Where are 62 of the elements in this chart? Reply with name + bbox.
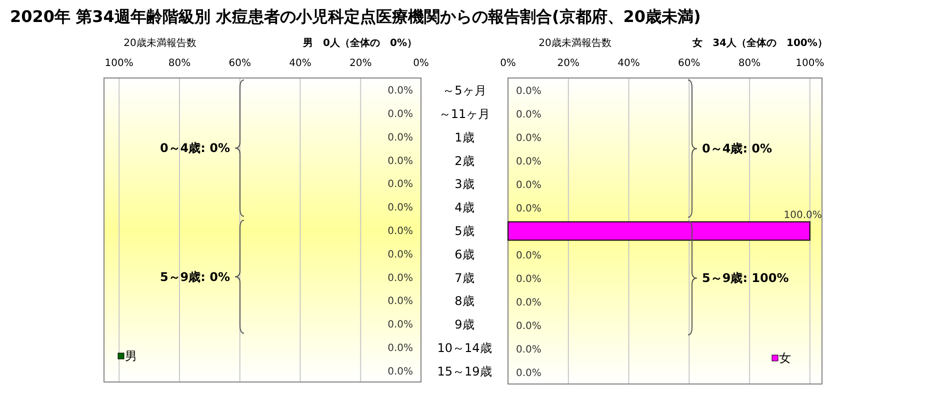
y-tick-label: 8歳 bbox=[454, 294, 474, 308]
text: 20歳未満報告数 bbox=[538, 37, 612, 49]
x-tick-label: 40% bbox=[618, 58, 640, 69]
y-tick-label: 2歳 bbox=[454, 154, 474, 168]
data-label: 0.0% bbox=[516, 86, 542, 97]
data-label: 0.0% bbox=[516, 109, 542, 120]
data-label: 0.0% bbox=[388, 109, 413, 120]
data-label: 0.0% bbox=[516, 368, 542, 380]
y-tick-label: 1歳 bbox=[454, 130, 474, 144]
data-label: 0.0% bbox=[516, 274, 542, 286]
data-label: 0.0% bbox=[388, 366, 413, 378]
data-label: 0.0% bbox=[388, 202, 413, 214]
x-tick-label: 60% bbox=[678, 58, 700, 69]
y-tick-label: 6歳 bbox=[454, 247, 474, 262]
y-tick-label: 10～14歳 bbox=[437, 340, 492, 355]
y-tick-label: 4歳 bbox=[454, 200, 474, 215]
x-tick-label: 100% bbox=[796, 58, 824, 69]
data-label: 0.0% bbox=[388, 179, 413, 190]
data-label: 0.0% bbox=[516, 156, 542, 168]
data-label: 0.0% bbox=[388, 320, 413, 331]
legend-label: 男 bbox=[125, 349, 137, 363]
data-label: 0.0% bbox=[388, 272, 413, 284]
y-tick-label: ～5ヶ月 bbox=[442, 84, 486, 98]
data-label: 100.0% bbox=[784, 210, 822, 221]
text: 男 0人（全体の 0%） bbox=[302, 37, 417, 49]
x-tick-label: 80% bbox=[738, 58, 761, 69]
x-tick-label: 20% bbox=[557, 58, 580, 69]
annotation: 5～9歳: 0% bbox=[160, 270, 230, 284]
text: 女 34人（全体の 100%） bbox=[692, 37, 828, 49]
text: 20歳未満報告数 bbox=[124, 37, 196, 49]
data-label: 0.0% bbox=[388, 296, 413, 308]
data-label: 0.0% bbox=[516, 132, 542, 144]
x-tick-label: 20% bbox=[350, 58, 372, 69]
x-tick-label: 60% bbox=[228, 58, 251, 69]
data-label: 0.0% bbox=[516, 344, 542, 356]
y-tick-label: 15～19歳 bbox=[437, 364, 492, 378]
data-label: 0.0% bbox=[516, 298, 542, 309]
chart-title: 2020年 第34週年齢階級別 水痘患者の小児科定点医療機関からの報告割合(京都府、20歳未満) bbox=[10, 7, 701, 26]
x-tick-label: 0% bbox=[500, 58, 516, 69]
data-label: 0.0% bbox=[388, 226, 413, 237]
x-tick-label: 100% bbox=[104, 58, 134, 69]
annotation: 0～4歳: 0% bbox=[702, 142, 772, 156]
x-tick-label: 40% bbox=[289, 58, 312, 69]
legend-label: 女 bbox=[779, 351, 791, 365]
data-label: 0.0% bbox=[516, 321, 542, 332]
y-tick-label: 7歳 bbox=[454, 270, 474, 285]
data-label: 0.0% bbox=[388, 156, 413, 167]
data-label: 0.0% bbox=[388, 342, 413, 354]
y-tick-label: 3歳 bbox=[454, 177, 474, 192]
x-tick-label: 80% bbox=[168, 58, 191, 69]
data-label: 0.0% bbox=[388, 86, 413, 97]
data-label: 0.0% bbox=[516, 180, 542, 191]
y-tick-label: 9歳 bbox=[454, 318, 474, 332]
data-label: 0.0% bbox=[516, 203, 542, 214]
data-label: 0.0% bbox=[388, 132, 413, 144]
data-label: 0.0% bbox=[388, 249, 413, 260]
data-label: 0.0% bbox=[516, 250, 542, 262]
x-tick-label: 0% bbox=[413, 58, 429, 69]
annotation: 0～4歳: 0% bbox=[160, 141, 230, 156]
y-tick-label: 5歳 bbox=[454, 224, 474, 238]
y-tick-label: ～11ヶ月 bbox=[438, 107, 490, 122]
annotation: 5～9歳: 100% bbox=[702, 271, 789, 286]
